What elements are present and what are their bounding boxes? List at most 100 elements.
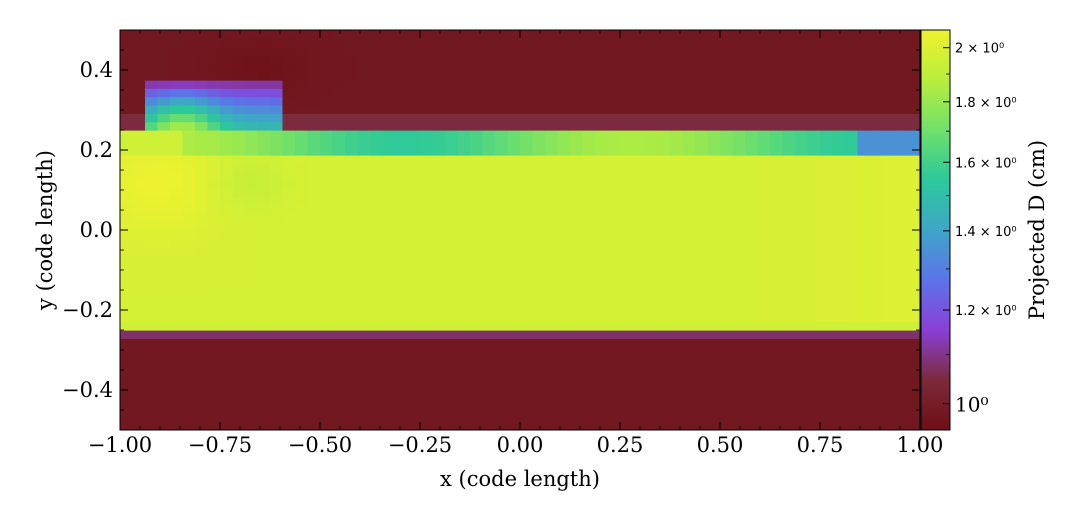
heatmap-cell [807, 130, 821, 139]
heatmap-cell [632, 288, 646, 298]
heatmap-cell [445, 263, 459, 273]
heatmap-cell [207, 163, 221, 173]
heatmap-cell [720, 188, 734, 198]
heatmap-cell [845, 346, 859, 356]
heatmap-cell [232, 230, 246, 239]
heatmap-cell [432, 396, 446, 406]
heatmap-cell [570, 113, 584, 123]
heatmap-cell [845, 221, 859, 231]
heatmap-cell [657, 396, 671, 406]
heatmap-cell [282, 305, 296, 314]
heatmap-cell [170, 296, 184, 306]
heatmap-cell [870, 221, 884, 231]
heatmap-cell [595, 388, 609, 398]
heatmap-cell [732, 280, 746, 289]
heatmap-cell [245, 388, 259, 398]
heatmap-cell [457, 271, 471, 281]
heatmap-cell [757, 330, 771, 339]
heatmap-cell [482, 405, 496, 414]
heatmap-cell [370, 363, 384, 373]
heatmap-cell [845, 138, 859, 148]
heatmap-cell [395, 396, 409, 406]
y-tick-label: 0.4 [80, 58, 113, 82]
heatmap-cell [620, 205, 634, 214]
heatmap-cell [320, 213, 334, 223]
heatmap-cell [870, 63, 884, 73]
heatmap-cell [682, 113, 696, 123]
heatmap-cell [795, 196, 809, 206]
heatmap-cell [145, 346, 159, 356]
heatmap-cell [195, 46, 209, 56]
heatmap-cell [707, 205, 721, 214]
heatmap-cell [795, 88, 809, 98]
heatmap-cell [470, 221, 484, 231]
heatmap-cell [495, 255, 509, 264]
heatmap-cell [682, 80, 696, 89]
heatmap-cell [470, 130, 484, 139]
heatmap-cell [720, 71, 734, 81]
heatmap-cell [457, 405, 471, 414]
heatmap-cell [420, 321, 434, 331]
heatmap-cell [232, 396, 246, 406]
heatmap-cell [232, 113, 246, 123]
heatmap-cell [207, 88, 221, 98]
heatmap-cell [770, 171, 784, 181]
heatmap-cell [895, 163, 909, 173]
heatmap-cell [757, 88, 771, 98]
heatmap-cell [707, 380, 721, 389]
heatmap-cell [370, 71, 384, 81]
heatmap-cell [657, 163, 671, 173]
heatmap-cell [657, 121, 671, 131]
heatmap-cell [332, 355, 346, 364]
heatmap-cell [882, 355, 896, 364]
heatmap-cell [170, 263, 184, 273]
heatmap-cell [420, 121, 434, 131]
heatmap-cell [845, 105, 859, 114]
heatmap-cell [607, 388, 621, 398]
heatmap-cell [620, 38, 634, 48]
heatmap-cell [507, 171, 521, 181]
heatmap-cell [870, 346, 884, 356]
heatmap-cell [720, 196, 734, 206]
heatmap-cell [532, 421, 546, 430]
heatmap-cell [370, 421, 384, 430]
heatmap-cell [120, 346, 134, 356]
heatmap-cell [332, 63, 346, 73]
heatmap-cell [895, 30, 909, 39]
heatmap-cell [807, 146, 821, 156]
heatmap-cell [457, 321, 471, 331]
heatmap-cell [207, 263, 221, 273]
heatmap-cell [482, 246, 496, 256]
heatmap-cell [395, 371, 409, 381]
heatmap-cell [257, 388, 271, 398]
heatmap-cell [895, 96, 909, 106]
heatmap-cell [695, 338, 709, 348]
heatmap-cell [570, 246, 584, 256]
heatmap-cell [307, 146, 321, 156]
heatmap-cell [870, 88, 884, 98]
heatmap-cell [220, 163, 234, 173]
heatmap-cell [632, 130, 646, 139]
heatmap-cell [657, 205, 671, 214]
heatmap-cell [832, 188, 846, 198]
heatmap-cell [670, 313, 684, 323]
heatmap-cell [907, 155, 920, 164]
heatmap-cell [495, 296, 509, 306]
heatmap-cell [495, 155, 509, 164]
heatmap-cell [607, 63, 621, 73]
heatmap-cell [545, 46, 559, 56]
heatmap-cell [907, 55, 920, 64]
heatmap-cell [870, 413, 884, 423]
heatmap-cell [645, 363, 659, 373]
heatmap-cell [270, 230, 284, 239]
heatmap-cell [795, 80, 809, 89]
heatmap-cell [807, 38, 821, 48]
heatmap-cell [670, 263, 684, 273]
heatmap-cell [582, 355, 596, 364]
heatmap-cell [620, 63, 634, 73]
heatmap-cell [620, 180, 634, 189]
heatmap-cell [695, 163, 709, 173]
heatmap-cell [670, 63, 684, 73]
heatmap-cell [395, 380, 409, 389]
heatmap-cell [670, 421, 684, 430]
